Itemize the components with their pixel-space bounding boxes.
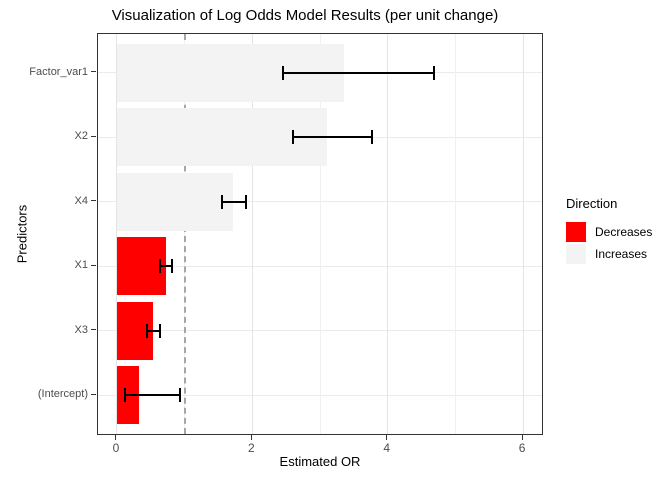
plot-panel: [97, 33, 543, 435]
error-bar-x1-cap-high: [171, 259, 174, 274]
error-bar-intercept-cap-low: [124, 388, 127, 403]
bar-x4: [116, 172, 233, 231]
x-tick-label-4: 4: [383, 441, 391, 455]
gridline-major: [387, 34, 389, 434]
y-tick-label-x4: X4: [74, 194, 88, 207]
error-bar-x1-cap-low: [158, 259, 161, 274]
error-bar-x2-cap-low: [291, 130, 294, 145]
error-bar-x2-cap-high: [371, 130, 374, 145]
plot-title: Visualization of Log Odds Model Results …: [111, 7, 499, 24]
legend-entry-decreases: Decreases: [566, 221, 652, 242]
y-tick-label-x3: X3: [74, 323, 88, 336]
error-bar-factor-var1-cap-high: [433, 65, 436, 80]
y-tick-label-intercept: (Intercept): [37, 388, 88, 401]
x-tick-label-6: 6: [518, 441, 526, 455]
gridline-major: [522, 34, 524, 434]
legend-label-decreases: Decreases: [595, 224, 653, 239]
x-tick-mark: [386, 435, 388, 440]
gridline-minor: [454, 34, 456, 434]
y-axis-title: Predictors: [14, 204, 30, 264]
bar-x1: [116, 237, 167, 296]
x-axis-title: Estimated OR: [279, 454, 361, 469]
y-tick-mark: [91, 393, 96, 395]
error-bar-x4-cap-low: [220, 194, 223, 209]
gridline-minor: [319, 34, 321, 434]
x-tick-mark: [115, 435, 117, 440]
legend-key-increases-swatch: [566, 243, 586, 264]
x-tick-mark: [250, 435, 252, 440]
gridline-major: [116, 34, 118, 434]
error-bar-intercept: [125, 394, 180, 397]
y-tick-label-x2: X2: [74, 130, 88, 143]
error-bar-x4-cap-high: [244, 194, 247, 209]
reference-line: [183, 34, 186, 434]
gridline-major: [251, 34, 253, 434]
y-tick-mark: [91, 135, 96, 137]
legend: Direction Decreases Increases: [566, 196, 652, 265]
y-tick-mark: [91, 329, 96, 331]
y-tick-label-x1: X1: [74, 259, 88, 272]
error-bar-x3-cap-high: [159, 323, 162, 338]
error-bar-factor-var1-cap-low: [281, 65, 284, 80]
legend-key-decreases-swatch: [566, 221, 586, 242]
x-tick-mark: [521, 435, 523, 440]
legend-entry-increases: Increases: [566, 243, 652, 264]
y-tick-mark: [91, 200, 96, 202]
error-bar-intercept-cap-high: [178, 388, 181, 403]
x-tick-label-2: 2: [247, 441, 255, 455]
error-bar-x3-cap-low: [145, 323, 148, 338]
y-tick-mark: [91, 71, 96, 73]
error-bar-x3: [146, 329, 161, 332]
legend-label-increases: Increases: [595, 246, 648, 261]
error-bar-x4: [221, 200, 246, 203]
legend-title: Direction: [566, 196, 618, 211]
error-bar-x2: [292, 136, 373, 139]
error-bar-x1: [159, 265, 173, 268]
x-tick-label-0: 0: [112, 441, 120, 455]
y-tick-label-factor-var1: Factor_var1: [29, 65, 88, 78]
error-bar-factor-var1: [282, 71, 435, 74]
y-tick-mark: [91, 264, 96, 266]
